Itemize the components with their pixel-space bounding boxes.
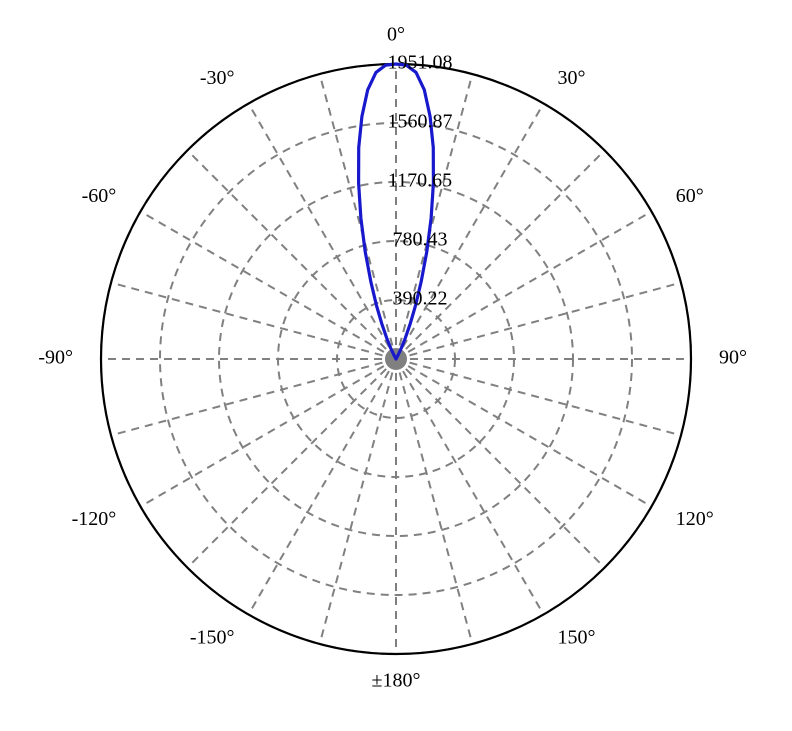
radial-label: 1170.65 [388,170,452,192]
radial-label: 390.22 [393,288,448,310]
grid-spoke [187,359,396,568]
angle-label: ±180° [372,670,421,692]
radial-label: 780.43 [393,229,448,251]
radial-label: 1560.87 [388,111,453,133]
grid-spoke [396,359,681,435]
angle-label: -60° [82,185,117,207]
grid-spoke [396,359,544,614]
angle-label: -90° [38,347,73,369]
grid-spoke [111,283,396,359]
grid-spoke [396,359,605,568]
angle-label: 120° [676,508,714,530]
grid-spoke [141,212,396,360]
grid-spoke [249,359,397,614]
grid-spoke [396,359,472,644]
radial-label: 1951.08 [388,52,453,74]
grid-spoke [111,359,396,435]
grid-spoke [141,359,396,507]
angle-label: -30° [200,67,235,89]
angle-label: 60° [676,185,704,207]
polar-chart: 390.22 780.43 1170.65 1560.87 1951.08 ±180° 1… [0,0,792,731]
grid-spoke [396,359,651,507]
angle-label: -120° [72,508,117,530]
grid-spoke [249,104,397,359]
angle-label: 0° [387,24,405,46]
grid-spoke [320,74,396,359]
grid-spoke [320,359,396,644]
angle-label: -150° [190,626,235,648]
angle-label: 90° [719,347,747,369]
angle-label: 150° [558,626,596,648]
angle-label: 30° [558,67,586,89]
